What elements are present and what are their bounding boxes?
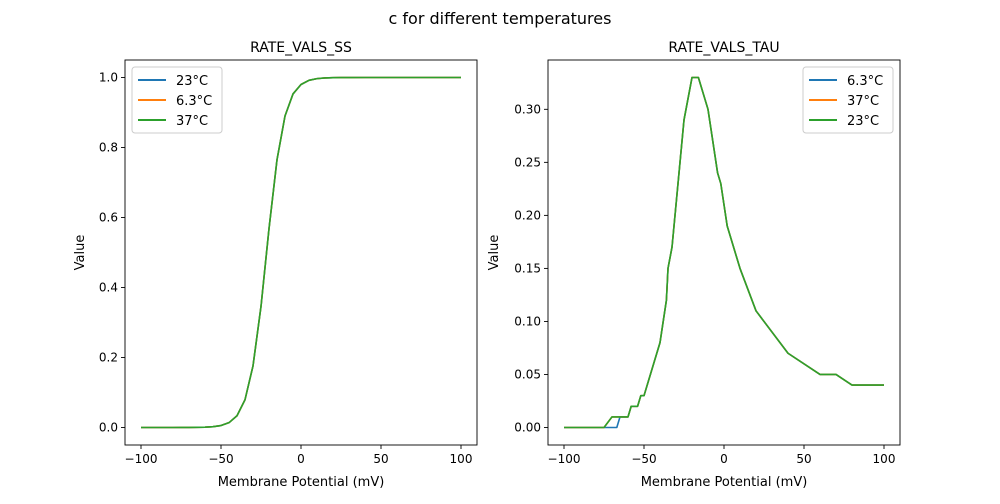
y-tick-label: 0.15 xyxy=(514,261,541,275)
y-tick-label: 0.30 xyxy=(514,102,541,116)
y-tick-label: 0.0 xyxy=(99,421,118,435)
legend-entry: 23°C xyxy=(847,114,879,129)
legend-box xyxy=(131,66,223,134)
subplot-rate-vals-ss: RATE_VALS_SS −100 −50 0 50 100 0.0 0.2 0.4 0.6 0.8… xyxy=(73,40,478,490)
legend-entry: 6.3°C xyxy=(176,94,212,109)
y-tick-label: 0.25 xyxy=(514,155,541,169)
legend-entry: 23°C xyxy=(176,74,208,89)
legend-entry: 37°C xyxy=(176,114,208,129)
subplot-title: RATE_VALS_TAU xyxy=(668,40,779,56)
x-tick-label: 100 xyxy=(873,452,896,466)
x-tick-label: 50 xyxy=(796,452,811,466)
x-axis-label: Membrane Potential (mV) xyxy=(218,475,385,490)
series-line-23CC xyxy=(564,76,884,429)
legend-entry: 37°C xyxy=(847,94,879,109)
x-tick-label: 100 xyxy=(450,452,473,466)
y-tick-label: 0.00 xyxy=(514,421,541,435)
x-tick-label: −100 xyxy=(125,452,158,466)
y-tick-label: 0.05 xyxy=(514,367,541,381)
y-tick-label: 0.20 xyxy=(514,208,541,222)
y-axis-label: Value xyxy=(73,235,88,271)
x-tick-label: 0 xyxy=(297,452,305,466)
legend: 6.3°C 37°C 23°C xyxy=(802,66,894,134)
x-tick-label: −50 xyxy=(208,452,233,466)
y-axis-label: Value xyxy=(487,235,502,271)
y-tick-label: 0.10 xyxy=(514,314,541,328)
y-tick-label: 1.0 xyxy=(99,71,118,85)
x-tick-label: 50 xyxy=(373,452,388,466)
y-tick-label: 0.2 xyxy=(99,351,118,365)
x-tick-label: 0 xyxy=(720,452,728,466)
legend: 23°C 6.3°C 37°C xyxy=(131,66,223,134)
y-tick-label: 0.8 xyxy=(99,141,118,155)
y-tick-label: 0.4 xyxy=(99,281,118,295)
figure-title: c for different temperatures xyxy=(389,9,612,28)
subplot-title: RATE_VALS_SS xyxy=(250,40,352,56)
series-line-37CC xyxy=(141,76,461,429)
x-tick-label: −100 xyxy=(548,452,581,466)
subplot-rate-vals-tau: RATE_VALS_TAU −100 −50 0 50 100 0.00 0.05 0.10 0.… xyxy=(487,40,901,490)
legend-entry: 6.3°C xyxy=(847,74,883,89)
y-tick-label: 0.6 xyxy=(99,211,118,225)
x-tick-label: −50 xyxy=(631,452,656,466)
x-axis-label: Membrane Potential (mV) xyxy=(641,475,808,490)
legend-box xyxy=(802,66,894,134)
